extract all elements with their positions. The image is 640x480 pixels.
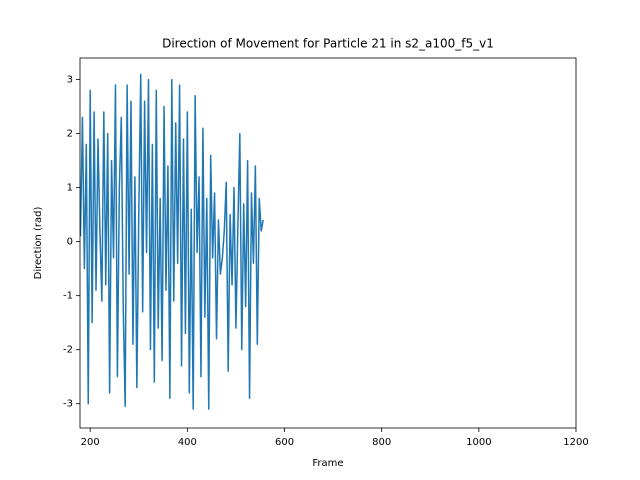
- y-tick-label: 3: [67, 75, 73, 86]
- x-tick-label: 1000: [466, 437, 491, 448]
- x-tick-label: 200: [81, 437, 100, 448]
- data-line: [80, 73, 264, 410]
- plot-frame: [79, 57, 577, 429]
- x-axis-label: Frame: [312, 458, 343, 469]
- y-tick-label: -2: [63, 345, 73, 356]
- x-tick-label: 400: [178, 437, 197, 448]
- y-tick-label: -3: [63, 399, 73, 410]
- y-axis-label: Direction (rad): [33, 207, 44, 280]
- y-tick-label: 2: [67, 129, 73, 140]
- y-tick-label: 1: [67, 183, 73, 194]
- x-tick-label: 600: [275, 437, 294, 448]
- y-tick-label: -1: [63, 291, 73, 302]
- x-tick-label: 1200: [563, 437, 588, 448]
- x-tick-label: 800: [372, 437, 391, 448]
- chart-title: Direction of Movement for Particle 21 in…: [162, 37, 494, 51]
- y-tick-label: 0: [67, 237, 73, 248]
